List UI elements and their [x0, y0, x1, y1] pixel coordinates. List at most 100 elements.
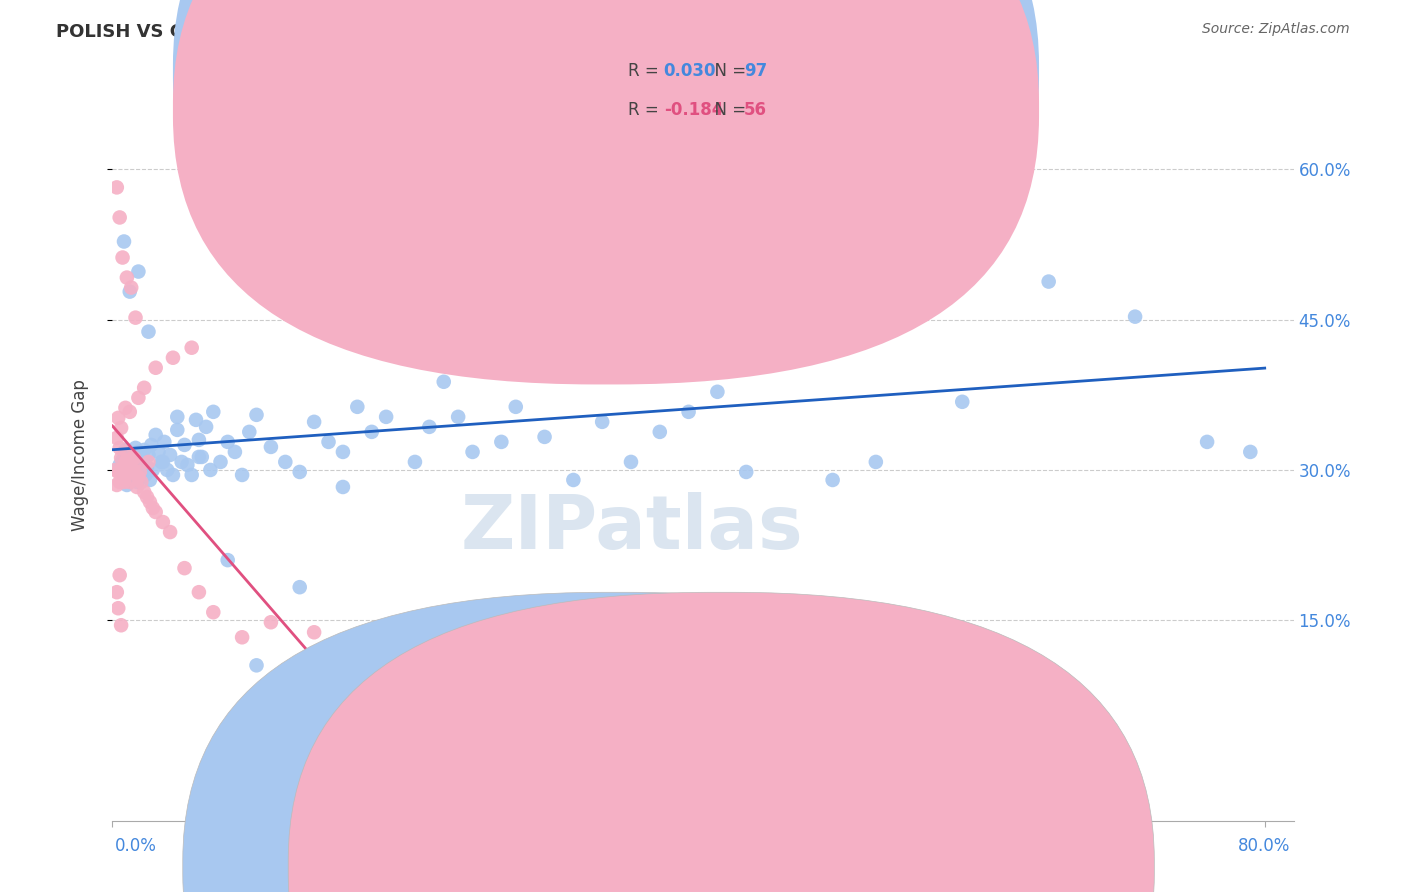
- Point: [148, 445, 170, 459]
- Point: [118, 475, 141, 489]
- Point: [1239, 445, 1261, 459]
- Point: [139, 495, 162, 509]
- Point: [112, 467, 135, 482]
- Point: [274, 455, 297, 469]
- Point: [107, 410, 129, 425]
- Point: [153, 434, 176, 449]
- Point: [332, 480, 354, 494]
- Point: [108, 475, 131, 489]
- Point: [121, 450, 143, 465]
- Point: [475, 294, 498, 309]
- Text: R =: R =: [628, 62, 665, 80]
- Point: [127, 445, 149, 459]
- Text: -0.184: -0.184: [664, 101, 723, 119]
- Point: [591, 244, 613, 259]
- Point: [120, 465, 142, 479]
- Point: [108, 458, 131, 472]
- Point: [187, 433, 209, 447]
- Point: [128, 465, 150, 479]
- Point: [360, 425, 382, 439]
- Point: [591, 415, 613, 429]
- Point: [107, 601, 129, 615]
- Point: [145, 360, 167, 375]
- Point: [134, 442, 156, 457]
- Point: [191, 450, 214, 464]
- Point: [156, 463, 179, 477]
- Point: [166, 409, 188, 424]
- Point: [105, 180, 128, 194]
- Point: [648, 425, 671, 439]
- Point: [124, 310, 146, 325]
- Point: [288, 580, 311, 594]
- Point: [111, 453, 134, 467]
- Point: [125, 480, 148, 494]
- Point: [288, 465, 311, 479]
- Point: [117, 465, 139, 479]
- Point: [135, 467, 157, 482]
- Point: [122, 465, 145, 479]
- Point: [260, 615, 283, 630]
- Point: [107, 465, 129, 479]
- Point: [346, 400, 368, 414]
- Text: N =: N =: [704, 62, 752, 80]
- Point: [141, 438, 163, 452]
- Point: [105, 478, 128, 492]
- Point: [217, 553, 239, 567]
- Point: [533, 430, 555, 444]
- Point: [461, 445, 484, 459]
- Point: [238, 425, 260, 439]
- Point: [118, 448, 141, 462]
- Text: 56: 56: [744, 101, 766, 119]
- Point: [217, 434, 239, 449]
- Point: [735, 465, 758, 479]
- Text: 80.0%: 80.0%: [1239, 837, 1291, 855]
- Point: [138, 448, 160, 462]
- Point: [418, 420, 440, 434]
- Point: [950, 394, 973, 409]
- Point: [138, 325, 160, 339]
- Point: [112, 471, 135, 485]
- Point: [505, 400, 527, 414]
- Point: [231, 630, 253, 644]
- Point: [519, 315, 541, 329]
- Text: POLISH VS CHINESE WAGE/INCOME GAP CORRELATION CHART: POLISH VS CHINESE WAGE/INCOME GAP CORREL…: [56, 22, 681, 40]
- Point: [142, 463, 165, 477]
- Point: [821, 473, 844, 487]
- Point: [209, 455, 232, 469]
- Point: [332, 445, 354, 459]
- Point: [1123, 310, 1146, 324]
- Point: [129, 475, 152, 489]
- Point: [1197, 434, 1219, 449]
- Point: [159, 524, 181, 539]
- Text: 0.030: 0.030: [664, 62, 716, 80]
- Point: [375, 409, 398, 424]
- Text: 97: 97: [744, 62, 768, 80]
- Point: [302, 625, 325, 640]
- Point: [231, 467, 253, 482]
- Point: [202, 605, 225, 619]
- Point: [115, 445, 138, 459]
- Point: [475, 355, 498, 369]
- Point: [162, 467, 184, 482]
- Point: [121, 455, 143, 469]
- Point: [152, 515, 174, 529]
- Point: [134, 381, 156, 395]
- Point: [162, 351, 184, 365]
- Point: [150, 455, 173, 469]
- Point: [245, 408, 267, 422]
- Point: [447, 409, 470, 424]
- Point: [139, 473, 162, 487]
- Point: [122, 450, 145, 465]
- Point: [110, 421, 132, 435]
- Point: [128, 466, 150, 480]
- Point: [145, 428, 167, 442]
- Point: [120, 461, 142, 475]
- Y-axis label: Wage/Income Gap: Wage/Income Gap: [70, 379, 89, 531]
- Point: [125, 475, 148, 489]
- Point: [302, 415, 325, 429]
- Text: N =: N =: [704, 101, 752, 119]
- Point: [108, 211, 131, 225]
- Text: 0.0%: 0.0%: [115, 837, 157, 855]
- Point: [114, 442, 136, 457]
- Text: ZIPatlas: ZIPatlas: [461, 491, 803, 565]
